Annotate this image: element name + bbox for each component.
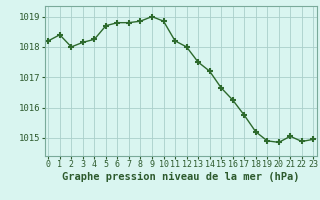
X-axis label: Graphe pression niveau de la mer (hPa): Graphe pression niveau de la mer (hPa) — [62, 172, 300, 182]
